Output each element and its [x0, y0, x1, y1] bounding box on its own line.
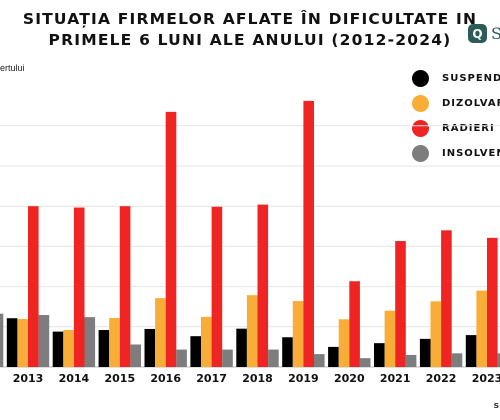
bar-insolventi-2012-partial: [0, 313, 4, 367]
bar-insolventi-2019: [314, 354, 325, 367]
bar-insolventi-2014: [84, 317, 96, 367]
bar-radieri-2022: [441, 230, 452, 367]
x-tick-label: 2017: [196, 372, 227, 385]
bar-suspendari-2016: [144, 328, 156, 367]
x-tick-label: 2013: [13, 372, 44, 385]
bar-insolventi-2023: [497, 353, 500, 367]
x-tick-label: 2016: [150, 372, 181, 385]
bar-dizolvari-2015: [109, 317, 120, 367]
legend-label-radieri: RADIERI: [442, 123, 495, 134]
bar-suspendari-2020: [328, 346, 339, 367]
bar-suspendari-2014: [52, 331, 64, 367]
x-tick-label: 2021: [380, 372, 411, 385]
bar-radieri-2018: [257, 204, 269, 367]
y-axis-unit-label: ertului: [0, 63, 25, 73]
bar-dizolvari-2016: [155, 298, 166, 367]
legend-item-dizolvari: DIZOLVARI: [412, 95, 500, 112]
x-tick-label: 2020: [334, 372, 365, 385]
legend-label-insolventi: INSOLVENTI: [442, 148, 500, 159]
bar-suspendari-2017: [190, 336, 201, 367]
bar-radieri-2021: [395, 241, 406, 367]
bar-suspendari-2023: [465, 335, 477, 367]
bar-insolventi-2018: [268, 349, 279, 367]
bar-dizolvari-2020: [338, 319, 350, 367]
bar-dizolvari-2013: [17, 319, 28, 367]
legend-marker-dizolvari: [412, 95, 429, 112]
bar-suspendari-2022: [419, 338, 431, 367]
bar-insolventi-2021: [405, 354, 417, 367]
legend-label-suspendari: SUSPENDARI: [442, 73, 500, 84]
x-tick-label: 2015: [104, 372, 135, 385]
x-tick-label: 2019: [288, 372, 319, 385]
legend-item-insolventi: INSOLVENTI: [412, 145, 500, 162]
bar-insolventi-2016: [176, 349, 187, 367]
legend-marker-suspendari: [412, 70, 429, 87]
bar-dizolvari-2021: [384, 310, 396, 367]
bar-dizolvari-2019: [292, 301, 304, 367]
legend-item-radieri: RADIERI: [412, 120, 495, 137]
bar-radieri-2019: [303, 100, 314, 367]
logo-text: S: [491, 24, 500, 43]
bar-insolventi-2013: [38, 315, 50, 367]
bar-radieri-2013: [28, 206, 39, 367]
bars: [0, 100, 500, 367]
bar-radieri-2023: [487, 237, 498, 367]
bar-dizolvari-2023: [476, 290, 487, 367]
x-tick-label: 2022: [426, 372, 457, 385]
chart-title-line-2: PRIMELE 6 LUNI ALE ANULUI (2012-2024): [48, 31, 452, 49]
bar-insolventi-2017: [222, 349, 233, 367]
bar-suspendari-2021: [374, 343, 385, 367]
footer-fragment: s: [494, 401, 499, 411]
bar-radieri-2020: [349, 281, 360, 367]
bar-suspendari-2018: [236, 328, 247, 367]
bar-radieri-2015: [119, 206, 131, 367]
bar-insolventi-2022: [451, 353, 463, 367]
bar-radieri-2014: [73, 207, 85, 367]
chart-title-line-1: SITUAȚIA FIRMELOR AFLATE ÎN DIFICULTATE …: [22, 10, 478, 28]
bar-insolventi-2020: [359, 358, 371, 367]
bar-radieri-2017: [211, 206, 223, 367]
bar-dizolvari-2017: [201, 316, 212, 367]
legend-marker-insolventi: [412, 145, 429, 162]
bar-insolventi-2015: [130, 344, 141, 367]
bar-dizolvari-2022: [430, 301, 442, 367]
bar-dizolvari-2018: [246, 295, 258, 367]
logo-q-icon: Q: [468, 24, 487, 43]
bar-radieri-2016: [165, 111, 177, 367]
x-tick-label: 2023: [472, 372, 500, 385]
bar-dizolvari-2014: [63, 330, 74, 367]
brand-logo: Q S: [468, 24, 500, 43]
x-tick-label: 2018: [242, 372, 273, 385]
legend-label-dizolvari: DIZOLVARI: [442, 98, 500, 109]
x-axis-ticks: 2013 2014 2015 2016 2017 2018 2019 2020 2021 2022…: [13, 372, 500, 385]
bar-suspendari-2015: [98, 330, 110, 367]
x-tick-label: 2014: [59, 372, 90, 385]
legend-item-suspendari: SUSPENDARI: [412, 70, 500, 87]
bar-suspendari-2019: [282, 337, 293, 367]
bar-suspendari-2013: [6, 318, 18, 367]
legend-marker-radieri: [412, 120, 429, 137]
